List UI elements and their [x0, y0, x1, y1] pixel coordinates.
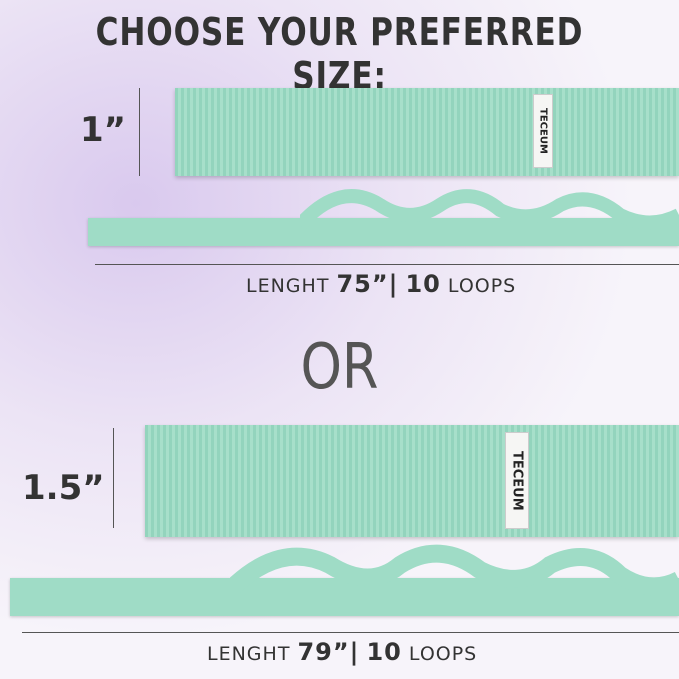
loops-graphic	[300, 189, 679, 230]
length-value: 79”	[297, 638, 350, 666]
width-label-1: 1”	[80, 110, 127, 150]
loops-label: LOOPS	[408, 643, 478, 665]
separator: |	[349, 638, 360, 666]
brand-tag: TECEUM	[533, 94, 553, 168]
loops-label: LOOPS	[447, 275, 517, 297]
brand-tag: TECEUM	[505, 432, 529, 529]
strap-1-inch	[175, 88, 679, 176]
length-label: LENGHT	[207, 643, 291, 665]
strap-1-5-inch	[145, 425, 679, 537]
width-dimension-line	[113, 428, 114, 528]
width-label-2: 1.5”	[22, 468, 105, 508]
length-text-1: LENGHT 75”| 10 LOOPS	[246, 270, 516, 298]
length-value: 75”	[336, 270, 389, 298]
separator: |	[388, 270, 399, 298]
or-label: OR	[300, 330, 379, 403]
loop-strap-2	[10, 578, 679, 616]
length-dimension-line	[95, 264, 679, 265]
loop-strap-1	[88, 218, 679, 246]
page-title: CHOOSE YOUR PREFERRED SIZE:	[95, 10, 584, 98]
width-dimension-line	[139, 88, 140, 176]
length-text-2: LENGHT 79”| 10 LOOPS	[207, 638, 477, 666]
length-dimension-line	[22, 632, 679, 633]
loops-count: 10	[405, 270, 441, 298]
loops-count: 10	[366, 638, 402, 666]
length-label: LENGHT	[246, 275, 330, 297]
loops-graphic	[230, 544, 679, 597]
